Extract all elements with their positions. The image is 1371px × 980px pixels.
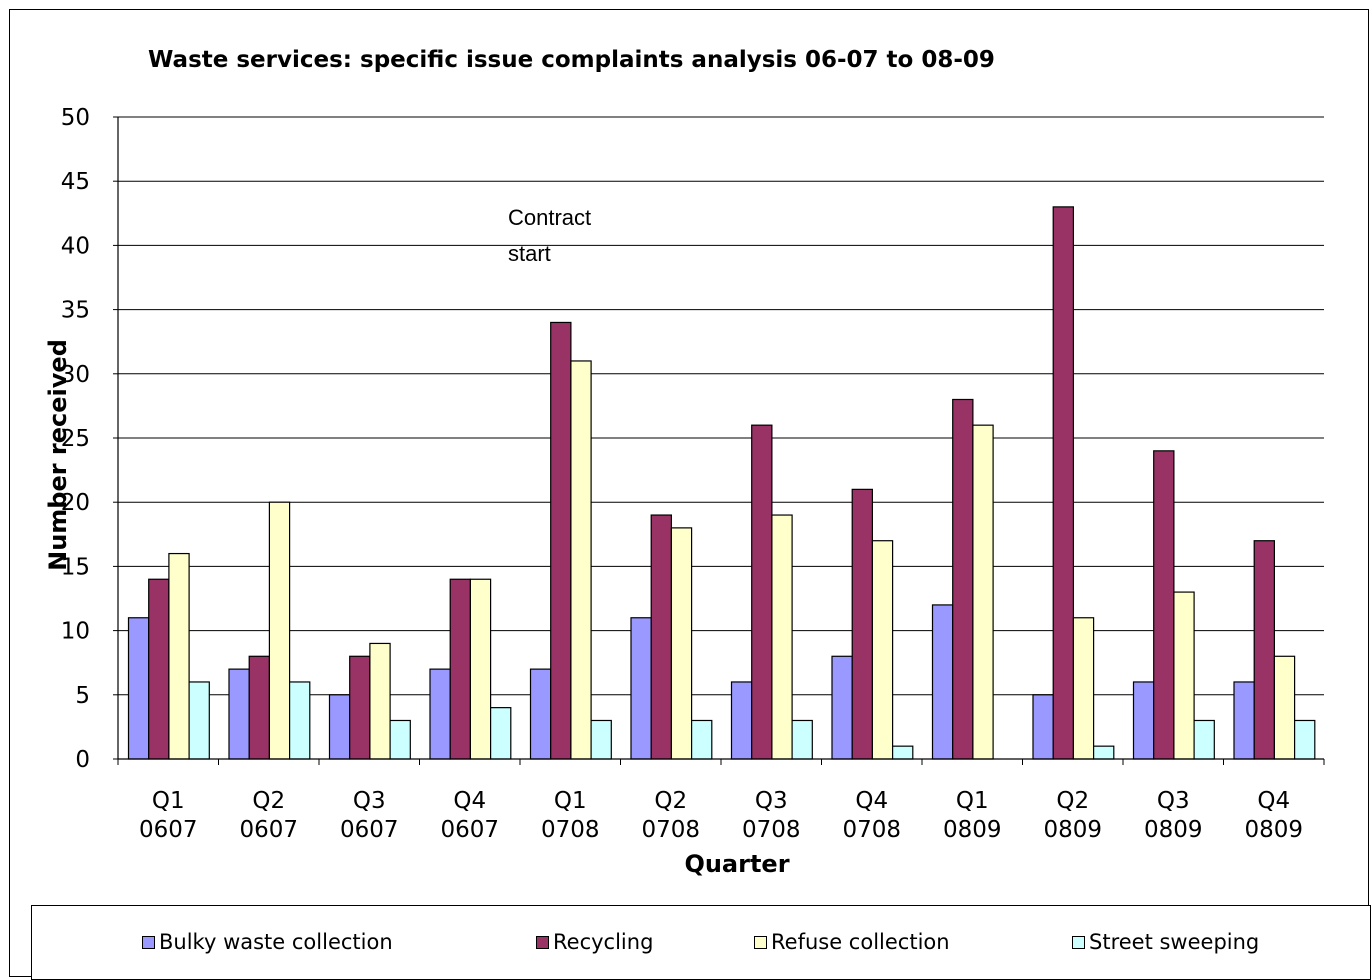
bar-street-sweeping (1293, 719, 1316, 760)
y-tick-label: 50 (61, 105, 90, 131)
bar-recycling (449, 578, 472, 760)
annotation-text: Contract start (508, 205, 591, 266)
bar-bulky-waste-collection (831, 655, 853, 760)
bar-recycling (1253, 540, 1275, 760)
x-tick-label: Q4 0607 (440, 788, 499, 843)
y-tick-label: 0 (75, 747, 90, 773)
legend-item: Recycling (536, 930, 653, 954)
bar-bulky-waste-collection (328, 694, 351, 760)
bar-recycling (349, 655, 371, 760)
y-tick-label: 20 (61, 490, 90, 516)
bar-refuse-collection (268, 501, 291, 760)
y-axis-ticks: 0 5 10 15 20 25 30 35 40 45 50 (61, 105, 118, 773)
bar-chart: Waste services: specific issue complaint… (44, 47, 1325, 878)
legend-swatch (536, 935, 549, 949)
x-axis-ticks: Q1 0607 Q2 0607 Q3 0607 Q4 0607 Q1 0708 Q2 0708 Q3 07… (117, 759, 1325, 843)
bar-street-sweeping (690, 719, 713, 760)
bar-bulky-waste-collection (931, 604, 954, 760)
bar-street-sweeping (1092, 745, 1115, 760)
legend-label: Street sweeping (1089, 930, 1260, 954)
bar-refuse-collection (469, 578, 492, 760)
bar-bulky-waste-collection (429, 668, 451, 760)
bar-refuse-collection (1273, 655, 1296, 760)
legend-item: Street sweeping (1072, 930, 1259, 954)
bar-street-sweeping (1193, 719, 1215, 760)
bar-recycling (248, 655, 270, 760)
chart-title: Waste services: specific issue complaint… (148, 47, 995, 73)
bar-refuse-collection (1173, 591, 1195, 760)
x-tick-label: Q3 0708 (742, 788, 801, 843)
bar-bulky-waste-collection (529, 668, 552, 760)
y-tick-label: 35 (61, 298, 90, 324)
bar-refuse-collection (871, 540, 894, 760)
x-tick-label: Q2 0607 (239, 788, 298, 843)
legend-swatch (754, 935, 767, 949)
legend-swatch (142, 935, 155, 949)
x-axis-title: Quarter (684, 850, 789, 878)
bar-refuse-collection (168, 552, 190, 760)
bar-street-sweeping (490, 707, 512, 760)
bar-recycling (148, 578, 170, 760)
x-tick-label: Q3 0809 (1144, 788, 1203, 843)
bar-recycling (851, 488, 874, 760)
bar-refuse-collection (972, 424, 994, 760)
x-tick-label: Q2 0809 (1043, 788, 1102, 843)
y-axis-title: Number received (44, 339, 72, 571)
bar-bulky-waste-collection (730, 681, 753, 760)
bar-recycling (751, 424, 773, 760)
bar-bulky-waste-collection (228, 668, 250, 760)
bar-street-sweeping (389, 719, 411, 760)
bar-street-sweeping (791, 719, 813, 760)
x-tick-label: Q1 0809 (943, 788, 1002, 843)
bar-refuse-collection (570, 360, 592, 760)
legend-label: Bulky waste collection (159, 930, 393, 954)
y-tick-label: 25 (61, 426, 90, 452)
y-tick-label: 45 (61, 169, 90, 195)
x-tick-label: Q4 0809 (1244, 788, 1303, 843)
y-tick-label: 40 (61, 233, 90, 259)
bar-refuse-collection (771, 514, 793, 760)
legend-item: Refuse collection (754, 930, 950, 954)
x-tick-label: Q3 0607 (340, 788, 399, 843)
bar-refuse-collection (670, 527, 693, 760)
x-tick-label: Q1 0708 (541, 788, 600, 843)
x-tick-label: Q4 0708 (842, 788, 901, 843)
bar-recycling (1153, 450, 1175, 760)
bar-bulky-waste-collection (630, 617, 652, 760)
bar-street-sweeping (891, 745, 914, 760)
y-tick-label: 5 (75, 683, 90, 709)
bar-street-sweeping (289, 681, 311, 760)
legend-label: Refuse collection (771, 930, 950, 954)
legend: Bulky waste collection Recycling Refuse co… (31, 905, 1371, 980)
bar-street-sweeping (188, 681, 210, 760)
contract-start-annotation: Contract start (508, 205, 591, 266)
y-tick-label: 10 (61, 619, 90, 645)
bar-recycling (952, 398, 974, 760)
y-tick-label: 15 (61, 554, 90, 580)
legend-swatch (1072, 935, 1085, 949)
legend-label: Recycling (553, 930, 654, 954)
bar-bulky-waste-collection (127, 617, 150, 760)
bar-refuse-collection (369, 642, 391, 760)
bar-recycling (550, 321, 572, 760)
bar-refuse-collection (1072, 617, 1095, 760)
bar-bulky-waste-collection (1132, 681, 1155, 760)
gridlines (118, 116, 1324, 696)
bar-bulky-waste-collection (1032, 694, 1054, 760)
bar-bulky-waste-collection (1233, 681, 1255, 760)
x-tick-label: Q2 0708 (641, 788, 700, 843)
bar-street-sweeping (590, 719, 612, 760)
bars (127, 206, 1316, 760)
y-tick-label: 30 (61, 362, 90, 388)
x-tick-label: Q1 0607 (139, 788, 198, 843)
bar-recycling (1052, 206, 1074, 760)
legend-item: Bulky waste collection (142, 930, 393, 954)
chart-frame (9, 9, 1369, 977)
bar-recycling (650, 514, 673, 760)
